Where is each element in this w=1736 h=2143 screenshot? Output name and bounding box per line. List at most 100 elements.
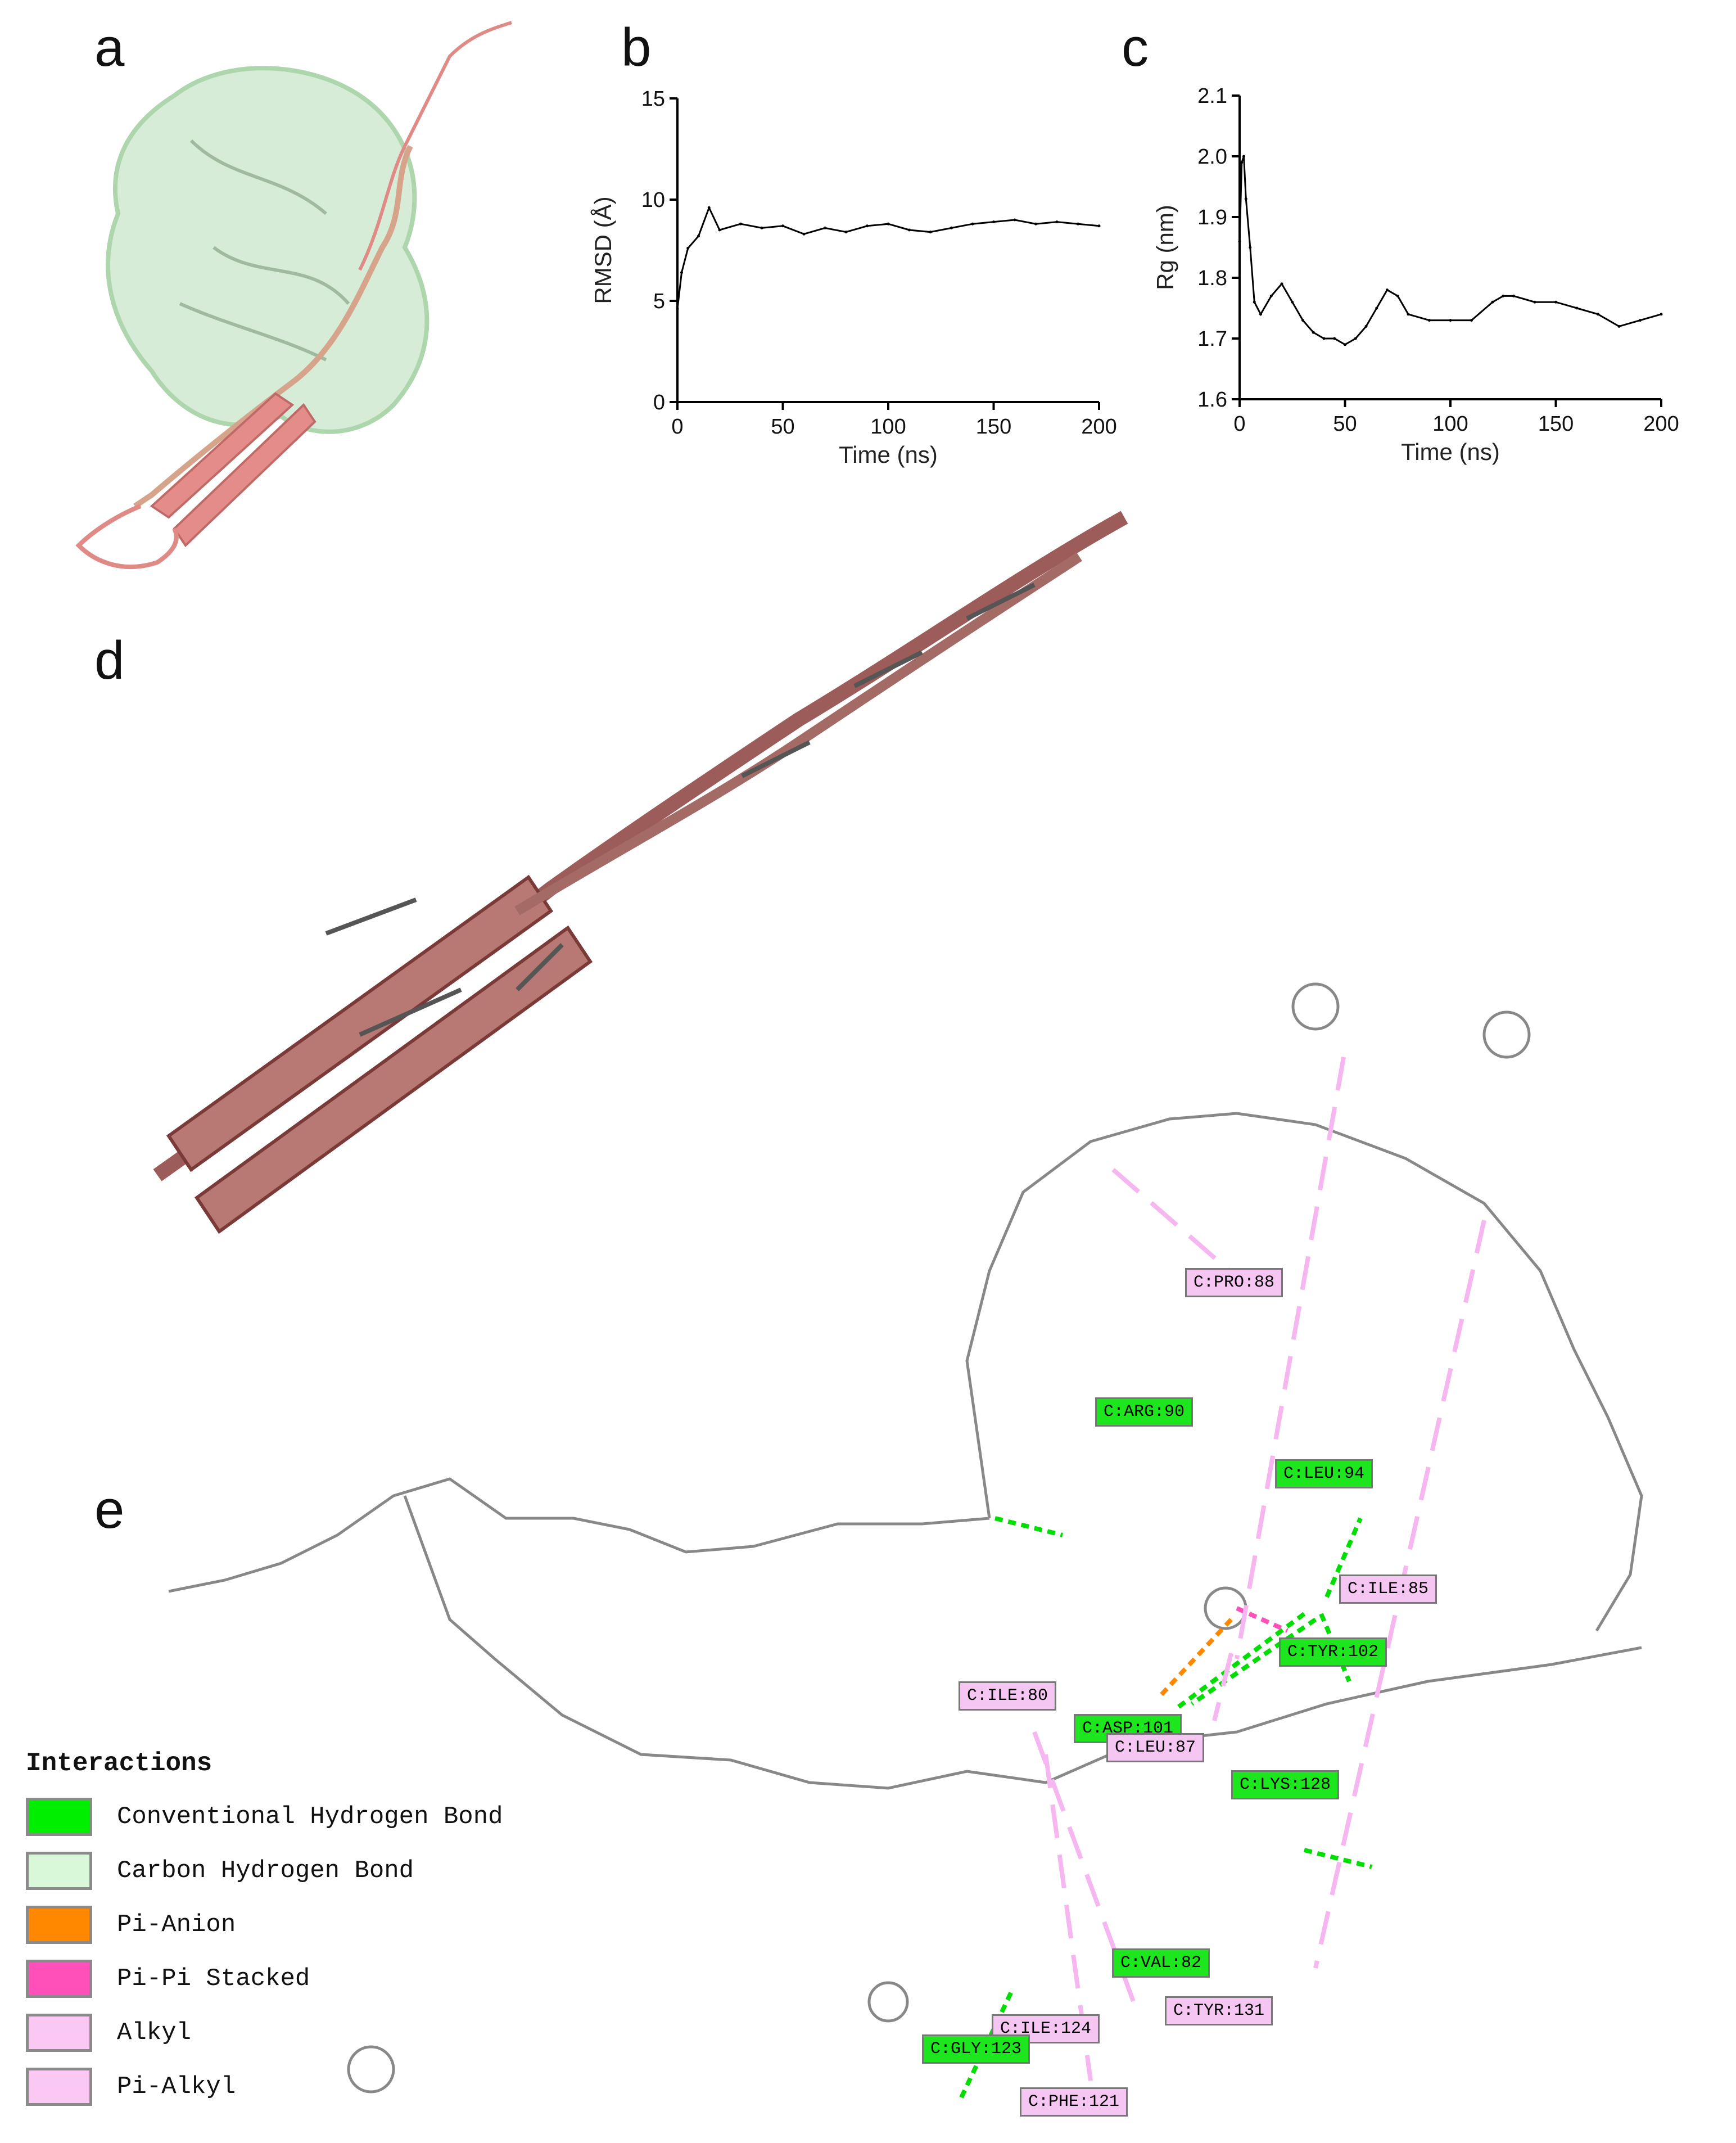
data-point	[760, 226, 763, 229]
residue-label-ile80: C:ILE:80	[959, 1681, 1057, 1711]
protein-surface-image	[75, 21, 512, 569]
data-point	[1322, 337, 1326, 340]
residue-label-tyr102: C:TYR:102	[1279, 1637, 1387, 1667]
residue-label-leu94: C:LEU:94	[1275, 1459, 1373, 1488]
x-axis-label: Time (ns)	[839, 441, 938, 468]
data-point	[1396, 294, 1399, 297]
data-point	[950, 226, 953, 229]
data-point	[1333, 337, 1336, 340]
data-point	[697, 234, 700, 238]
x-tick-label: 200	[1643, 412, 1679, 436]
y-axis-label: RMSD (Å)	[590, 196, 616, 304]
x-tick-label: 50	[1333, 412, 1357, 436]
panel-label-b: b	[621, 17, 652, 78]
y-tick-label: 2.0	[1197, 145, 1227, 169]
x-tick-label: 100	[1432, 412, 1468, 436]
legend-swatch	[26, 1906, 92, 1944]
data-point	[1244, 197, 1247, 201]
data-point	[1312, 331, 1315, 334]
legend-label: Pi-Pi Stacked	[117, 1965, 310, 1993]
data-point	[1253, 300, 1256, 304]
data-point	[1533, 300, 1536, 304]
y-tick-label: 1.6	[1197, 388, 1227, 412]
rmsd-chart: 0 50 100 150 200 0 5 10 15 Time (ns) RMSD (Å)	[590, 87, 1117, 468]
data-point	[1470, 319, 1473, 322]
data-point	[1428, 319, 1431, 322]
data-point	[887, 222, 890, 225]
data-point	[1502, 294, 1505, 297]
data-point	[802, 232, 806, 236]
data-point	[971, 222, 974, 225]
data-point	[718, 228, 721, 232]
residue-label-gly123: C:GLY:123	[922, 2034, 1030, 2064]
legend-swatch	[26, 2068, 92, 2106]
data-point	[824, 226, 826, 229]
legend-item: Pi-Alkyl	[26, 2063, 236, 2111]
data-point	[1554, 300, 1557, 304]
legend-item: Pi-Pi Stacked	[26, 1955, 310, 2003]
x-tick-label: 150	[1538, 412, 1574, 436]
legend-title: Interactions	[26, 1749, 213, 1778]
data-point	[1597, 313, 1599, 316]
legend-item: Pi-Anion	[26, 1901, 236, 1949]
legend-item: Conventional Hydrogen Bond	[26, 1793, 503, 1841]
data-point	[1575, 306, 1579, 310]
y-tick-label: 5	[653, 290, 665, 313]
legend-label: Alkyl	[117, 2019, 192, 2047]
data-point	[1034, 222, 1037, 225]
data-point	[1291, 300, 1294, 304]
data-point	[1449, 319, 1452, 322]
legend-swatch	[26, 2014, 92, 2052]
legend-swatch	[26, 1960, 92, 1998]
x-tick-label: 150	[976, 415, 1011, 439]
data-point	[1238, 240, 1241, 243]
y-tick-label: 1.8	[1197, 267, 1227, 290]
residue-label-pro88: C:PRO:88	[1185, 1268, 1283, 1297]
data-point	[1242, 155, 1245, 158]
data-point	[1491, 300, 1494, 304]
x-tick-label: 0	[1233, 412, 1245, 436]
data-point	[680, 271, 683, 274]
data-point	[1660, 313, 1663, 316]
x-tick-label: 50	[771, 415, 794, 439]
series-line	[1238, 156, 1662, 346]
data-point	[1249, 246, 1252, 249]
legend-item: Alkyl	[26, 2009, 191, 2057]
panel-label-d: d	[94, 630, 125, 691]
data-point	[1375, 306, 1378, 310]
data-point	[1280, 282, 1283, 286]
data-point	[1097, 224, 1101, 228]
y-tick-label: 1.9	[1197, 206, 1227, 229]
x-axis-label: Time (ns)	[1401, 439, 1500, 465]
data-point	[1301, 319, 1304, 322]
panel-label-e: e	[94, 1479, 125, 1540]
data-point	[1055, 220, 1059, 224]
y-tick-label: 10	[641, 188, 665, 212]
x-tick-label: 200	[1081, 415, 1116, 439]
data-point	[1259, 313, 1262, 316]
interaction-diagram	[168, 982, 1643, 2099]
data-point	[686, 246, 690, 250]
residue-label-arg90: C:ARG:90	[1095, 1397, 1194, 1427]
data-point	[1364, 324, 1368, 328]
residue-label-lys128: C:LYS:128	[1231, 1770, 1340, 1799]
data-point	[1269, 294, 1273, 297]
data-point	[1386, 288, 1389, 292]
residue-label-val82: C:VAL:82	[1112, 1948, 1210, 1978]
data-point	[1240, 161, 1244, 164]
peptide-structure-image	[153, 511, 1128, 1234]
legend-swatch	[26, 1798, 92, 1836]
series-line	[676, 205, 1100, 309]
residue-label-ile85: C:ILE:85	[1339, 1574, 1437, 1604]
data-point	[1344, 343, 1346, 346]
data-point	[739, 222, 742, 225]
data-point	[676, 307, 679, 310]
data-point	[1639, 319, 1642, 322]
legend-swatch	[26, 1852, 92, 1890]
y-tick-label: 15	[641, 87, 665, 111]
data-point	[1512, 294, 1515, 297]
residue-label-phe121: C:PHE:121	[1020, 2087, 1128, 2117]
data-point	[1013, 218, 1016, 222]
data-point	[1617, 324, 1621, 328]
data-point	[1354, 337, 1357, 340]
